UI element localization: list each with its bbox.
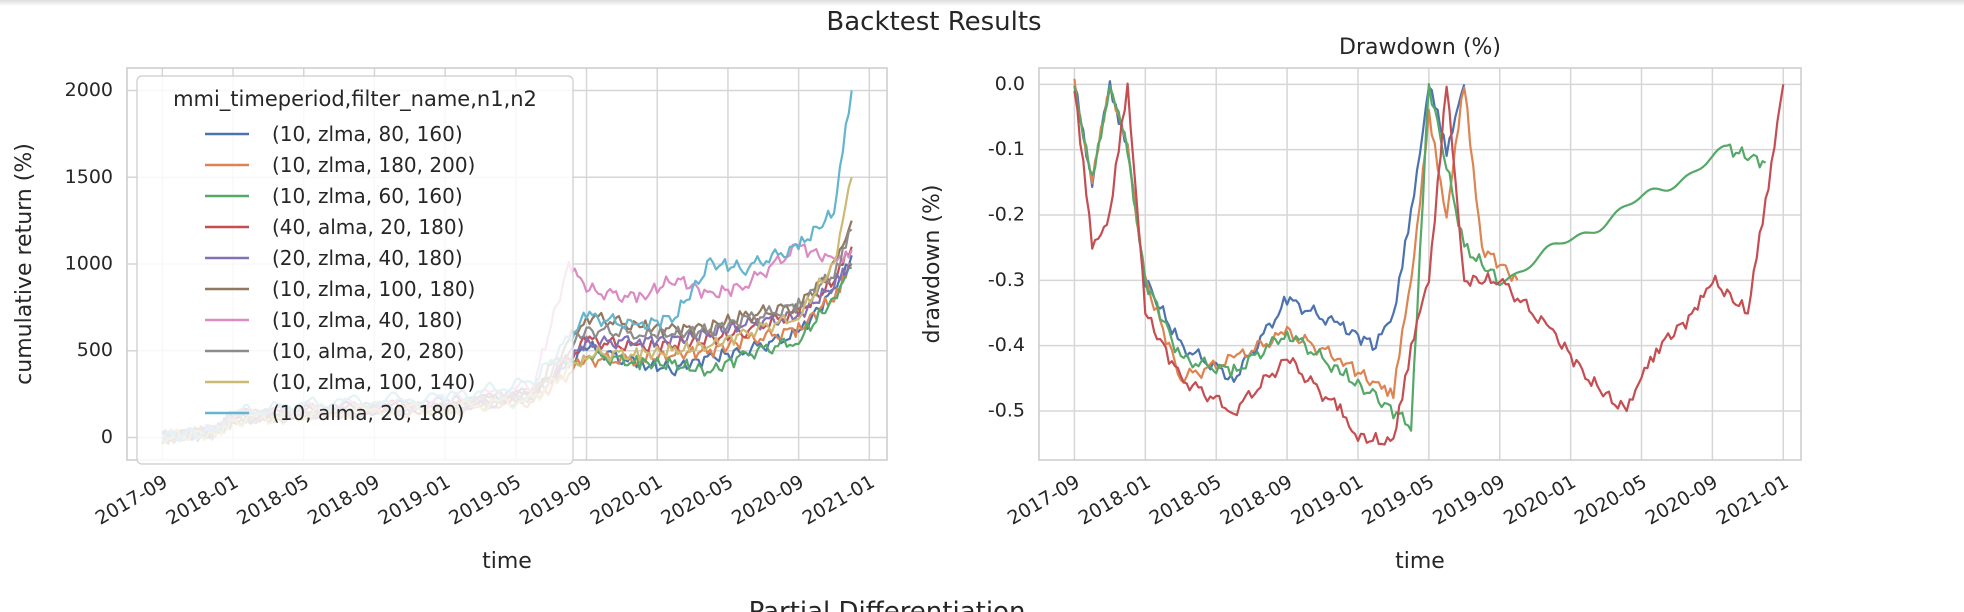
series-line — [1073, 80, 1466, 383]
x-tick-label: 2018-09 — [1216, 471, 1296, 530]
x-tick-label: 2018-09 — [304, 471, 384, 530]
legend-entry: (10, alma, 20, 280) — [272, 339, 464, 363]
axes-title: Drawdown (%) — [1339, 35, 1501, 60]
figure-title: Backtest Results — [826, 7, 1041, 37]
legend: mmi_timeperiod,filter_name,n1,n2 (10, zlm… — [136, 75, 574, 465]
legend-entry: (20, zlma, 40, 180) — [272, 246, 463, 270]
next-section-title: Partial Differentiation — [749, 597, 1026, 612]
y-tick-label: 500 — [77, 339, 113, 361]
legend-entry: (40, alma, 20, 180) — [272, 215, 464, 239]
x-tick-label: 2021-01 — [1713, 471, 1793, 530]
top-edge-shadow — [0, 0, 1964, 6]
y-tick-label: -0.1 — [988, 138, 1025, 160]
x-tick-label: 2018-05 — [1146, 471, 1226, 530]
legend-entry: (10, zlma, 40, 180) — [272, 308, 463, 332]
legend-entry: (10, zlma, 80, 160) — [272, 122, 463, 146]
x-axis-label: time — [482, 549, 532, 574]
x-tick-label: 2019-09 — [516, 471, 596, 530]
x-tick-label: 2021-01 — [799, 471, 879, 530]
y-axis-label: drawdown (%) — [920, 185, 945, 344]
x-tick-label: 2017-09 — [92, 471, 172, 530]
legend-entry: (10, zlma, 60, 160) — [272, 184, 463, 208]
x-tick-label: 2019-01 — [1287, 471, 1367, 530]
y-tick-label: -0.3 — [988, 269, 1025, 291]
y-tick-label: -0.2 — [988, 204, 1025, 226]
x-tick-label: 2020-05 — [1571, 471, 1651, 530]
y-tick-label: 1500 — [65, 166, 113, 188]
x-tick-label: 2018-01 — [162, 471, 242, 530]
x-tick-label: 2019-05 — [1358, 471, 1438, 530]
x-tick-label: 2019-01 — [375, 471, 455, 530]
y-tick-label: 0.0 — [995, 73, 1025, 95]
x-tick-label: 2019-09 — [1429, 471, 1509, 530]
legend-entry: (10, zlma, 100, 140) — [272, 370, 475, 394]
legend-entry: (10, zlma, 100, 180) — [272, 277, 475, 301]
x-tick-label: 2018-05 — [233, 471, 313, 530]
legend-entry: (10, alma, 20, 180) — [272, 401, 464, 425]
x-tick-label: 2020-05 — [657, 471, 737, 530]
series-line — [1073, 82, 1785, 446]
x-axis-label: time — [1395, 549, 1445, 574]
x-tick-label: 2020-09 — [1642, 471, 1722, 530]
x-tick-label: 2017-09 — [1004, 471, 1084, 530]
y-tick-label: -0.5 — [988, 400, 1025, 422]
plot-frame — [1038, 67, 1802, 461]
series-line — [1073, 78, 1519, 400]
x-tick-label: 2020-09 — [728, 471, 808, 530]
legend-title: mmi_timeperiod,filter_name,n1,n2 — [173, 87, 537, 112]
y-axis-label: cumulative return (%) — [12, 143, 37, 385]
y-tick-label: 2000 — [65, 79, 113, 101]
x-tick-label: 2020-01 — [1500, 471, 1580, 530]
drawdown-axes: 2017-092018-012018-052018-092019-012019-… — [920, 35, 1802, 574]
x-tick-label: 2018-01 — [1075, 471, 1155, 530]
y-tick-label: 1000 — [65, 253, 113, 275]
x-tick-label: 2020-01 — [587, 471, 667, 530]
legend-box — [136, 75, 574, 465]
x-tick-label: 2019-05 — [445, 471, 525, 530]
legend-entry: (10, zlma, 180, 200) — [272, 153, 475, 177]
y-tick-label: -0.4 — [988, 334, 1025, 356]
y-tick-label: 0 — [101, 426, 113, 448]
series-line — [1073, 82, 1767, 432]
